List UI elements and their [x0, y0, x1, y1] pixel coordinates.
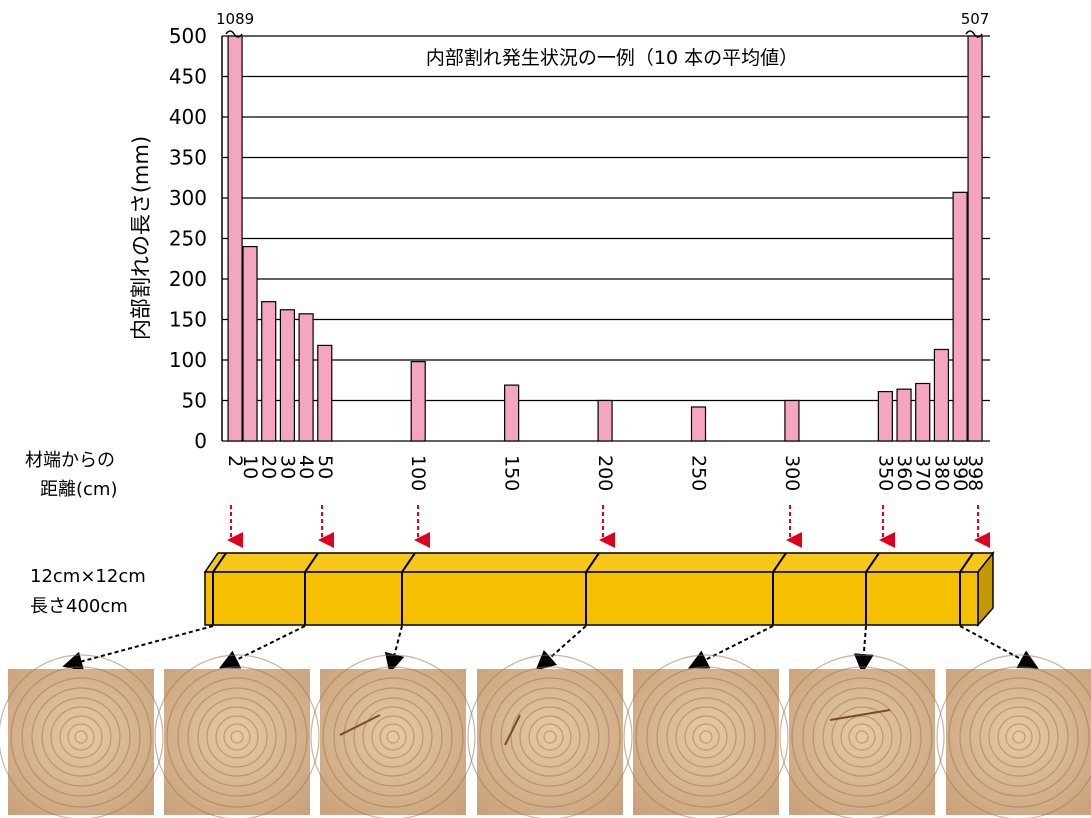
beam [203, 550, 995, 627]
y-tick-label: 100 [169, 348, 207, 372]
x-axis-title: 距離(cm) [40, 479, 117, 500]
x-tick-label: 300 [781, 455, 803, 491]
beam-size: 12cm×12cm [30, 566, 146, 587]
y-tick-label: 200 [169, 267, 207, 291]
bar [690, 406, 707, 442]
y-tick-label: 0 [194, 429, 207, 453]
cross-section-photos [0, 654, 1091, 818]
x-axis-title: 材端からの [25, 450, 115, 471]
y-tick-label: 150 [169, 308, 207, 332]
x-tick-label: 50 [314, 455, 336, 479]
y-tick-label: 450 [169, 65, 207, 89]
y-tick-label: 350 [169, 146, 207, 170]
value-label: 1089 [216, 10, 254, 28]
photo-arrows [62, 625, 1039, 674]
bar [261, 301, 277, 442]
bar [242, 246, 258, 442]
bar [317, 344, 333, 442]
x-tick-label: 150 [501, 455, 523, 491]
bar [504, 384, 520, 442]
x-tick-label: 360 [893, 455, 915, 491]
y-tick-label: 500 [169, 24, 207, 48]
y-tick-label: 50 [182, 389, 207, 413]
break-mark [965, 30, 983, 38]
value-label: 507 [961, 10, 990, 28]
x-tick-label: 100 [407, 455, 429, 491]
x-tick-label: 350 [874, 455, 896, 491]
y-tick-label: 300 [169, 186, 207, 210]
x-tick-label: 390 [949, 455, 971, 491]
bar [279, 309, 296, 442]
x-tick-label: 370 [912, 455, 934, 491]
x-tick-label: 30 [276, 455, 298, 479]
bar [784, 399, 800, 442]
bar [877, 390, 893, 442]
bar [896, 388, 912, 442]
bar [933, 348, 950, 442]
x-tick-label: 20 [258, 455, 280, 479]
x-tick-label: 398 [964, 455, 986, 491]
section-arrows [227, 505, 990, 548]
chart-title: 内部割れ発生状況の一例（10 本の平均値） [426, 47, 798, 69]
bar [227, 35, 243, 442]
x-tick-label: 2 [224, 455, 246, 467]
bar [967, 35, 983, 442]
x-tick-label: 40 [295, 455, 317, 479]
break-mark [225, 30, 243, 38]
beam-length: 長さ400cm [30, 596, 128, 617]
y-tick-label: 250 [169, 227, 207, 251]
x-tick-label: 380 [930, 455, 952, 491]
x-tick-label: 10 [239, 455, 261, 479]
y-axis-title: 内部割れの長さ(mm) [129, 136, 153, 340]
bar [410, 361, 426, 442]
bar [952, 191, 968, 442]
x-tick-label: 200 [594, 455, 616, 491]
bar [298, 313, 314, 442]
bar [915, 382, 931, 442]
bar [597, 399, 613, 442]
x-tick-label: 250 [687, 455, 709, 491]
plot: 内部割れ発生状況の一例（10 本の平均値） 内部割れの長さ(mm) 0 50 100 15… [129, 10, 990, 491]
y-tick-label: 400 [169, 105, 207, 129]
